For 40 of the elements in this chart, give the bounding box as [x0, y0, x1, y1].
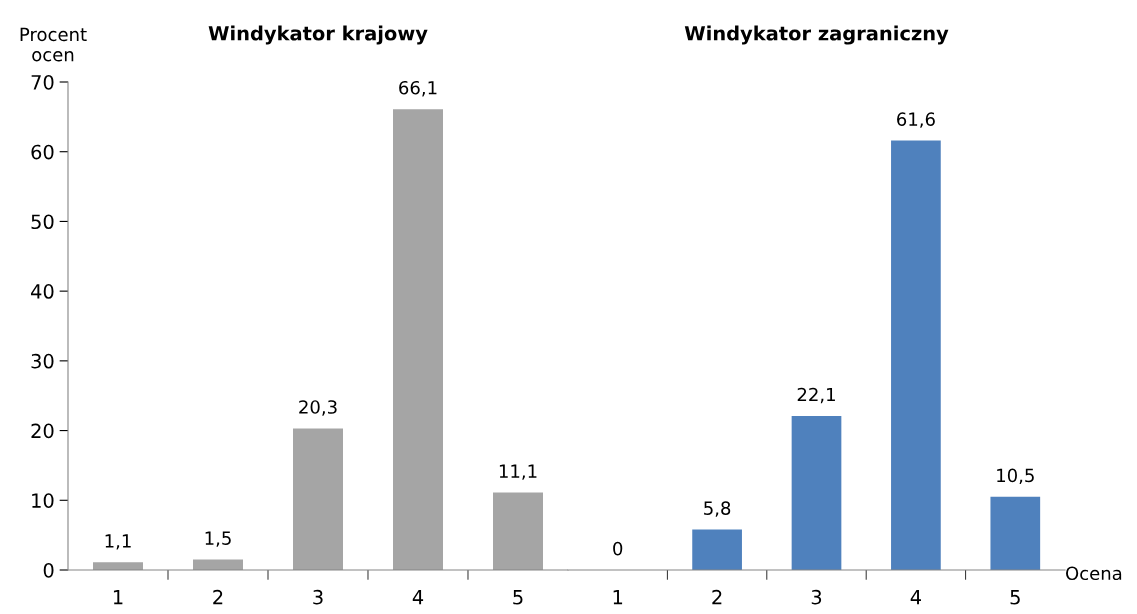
- y-tick-label: 50: [31, 214, 54, 230]
- data-label: 20,3: [299, 400, 337, 416]
- x-tick-label: 5: [1010, 590, 1020, 605]
- data-label: 22,1: [797, 387, 835, 404]
- x-tick-label: 3: [313, 589, 323, 605]
- bar: [891, 140, 941, 570]
- bar: [493, 492, 543, 570]
- data-label: 1,1: [105, 534, 131, 550]
- x-tick-label: 4: [910, 590, 921, 605]
- data-label: 61,6: [897, 112, 935, 128]
- data-label: 5,8: [704, 501, 731, 517]
- x-tick-label: 2: [213, 589, 223, 605]
- chart-title: Windykator krajowy: [208, 25, 428, 45]
- data-label: 0: [613, 541, 623, 556]
- data-label: 10,5: [997, 468, 1034, 485]
- bar: [93, 562, 143, 570]
- y-tick-label: 70: [31, 74, 54, 90]
- y-tick-label: 60: [31, 144, 54, 160]
- y-tick-label: 30: [31, 353, 54, 369]
- y-tick-label: 40: [31, 284, 54, 299]
- data-label: 1,5: [205, 531, 231, 547]
- x-tick-label: 1: [113, 590, 123, 605]
- x-tick-label: 5: [513, 590, 523, 605]
- bar: [791, 415, 842, 570]
- data-label: 11,1: [499, 464, 537, 480]
- x-tick-label: 1: [613, 590, 623, 605]
- y-tick-label: 10: [32, 493, 54, 508]
- y-axis-title: Procent ocen: [20, 27, 87, 62]
- bar: [293, 428, 343, 570]
- y-tick-label: 0: [43, 562, 54, 578]
- bar: [393, 109, 443, 570]
- x-tick-label: 2: [712, 589, 722, 605]
- bar: [990, 496, 1041, 570]
- x-axis-title: Ocena: [1066, 566, 1122, 581]
- x-tick-label: 3: [811, 589, 822, 605]
- chart-title: Windykator zagraniczny: [684, 25, 949, 45]
- bar: [692, 529, 742, 570]
- data-label: 66,1: [399, 80, 437, 97]
- y-tick-label: 20: [31, 423, 54, 439]
- x-tick-label: 4: [412, 590, 424, 605]
